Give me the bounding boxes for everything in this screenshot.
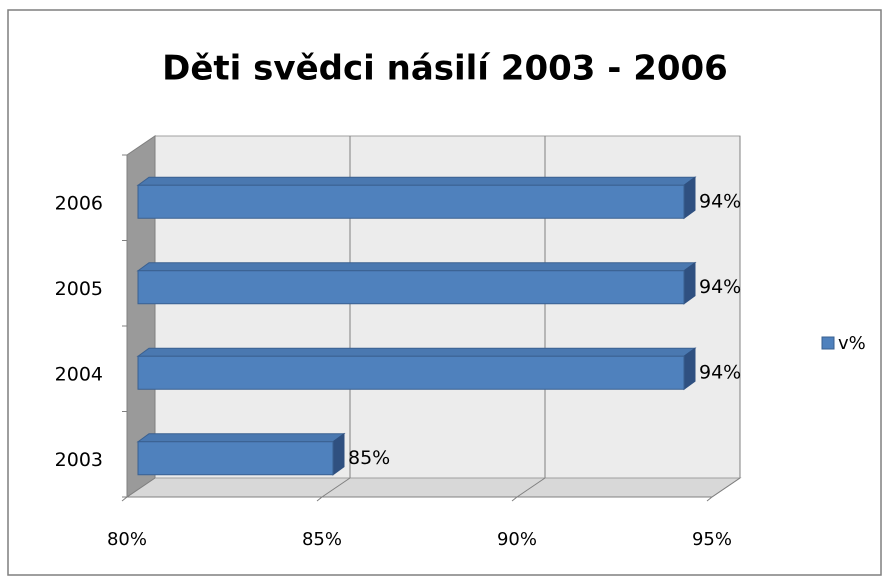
y-tick-label: 2006 — [55, 192, 103, 214]
bar-top — [136, 347, 697, 357]
value-label: 94% — [699, 276, 741, 298]
grid-line — [126, 477, 156, 498]
y-tick-label: 2005 — [55, 278, 103, 300]
value-label: 94% — [699, 361, 741, 383]
grid-line — [711, 477, 741, 498]
x-tick-label: 80% — [107, 529, 147, 550]
bar — [137, 355, 685, 390]
bar — [137, 184, 685, 219]
x-tick-label: 90% — [497, 529, 537, 550]
bar — [137, 441, 334, 476]
bar — [137, 270, 685, 305]
legend-swatch — [821, 336, 835, 350]
y-tick-label: 2003 — [55, 449, 103, 471]
x-tick-mark — [121, 496, 128, 502]
grid-line — [321, 477, 351, 498]
bar-top — [136, 176, 697, 186]
x-tick-mark — [316, 496, 323, 502]
value-label: 85% — [348, 447, 390, 469]
y-tick-label: 2004 — [55, 363, 103, 385]
x-tick-label: 85% — [302, 529, 342, 550]
x-tick-mark — [706, 496, 713, 502]
floor — [125, 477, 742, 498]
x-tick-label: 95% — [692, 529, 732, 550]
legend-label: v% — [838, 333, 866, 354]
bar-top — [136, 262, 697, 272]
value-label: 94% — [699, 190, 741, 212]
grid-line — [516, 477, 546, 498]
chart-title: Děti svědci násilí 2003 - 2006 — [162, 49, 728, 89]
bar-top — [136, 433, 346, 443]
x-tick-mark — [511, 496, 518, 502]
